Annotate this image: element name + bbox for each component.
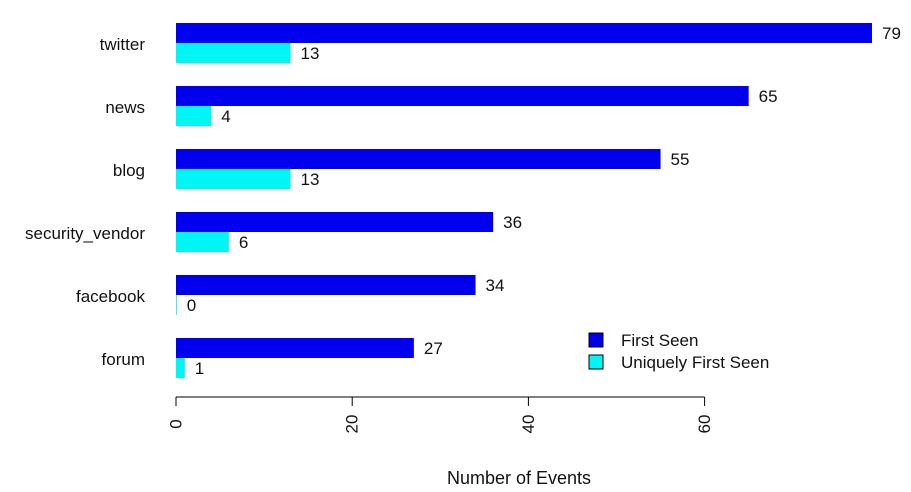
value-label-news-uniquely-first-seen: 4 bbox=[221, 107, 230, 126]
category-label-twitter: twitter bbox=[100, 35, 146, 54]
value-labels-group: 79 13 65 4 55 13 36 6 34 0 27 1 bbox=[187, 24, 901, 378]
x-axis: 0 20 40 60 bbox=[167, 396, 714, 434]
bar-security_vendor-first-seen bbox=[176, 212, 494, 232]
category-label-security_vendor: security_vendor bbox=[25, 224, 145, 243]
value-label-security_vendor-first-seen: 36 bbox=[503, 213, 522, 232]
bars-group bbox=[176, 23, 872, 378]
legend-label-first-seen: First Seen bbox=[621, 331, 698, 350]
value-label-twitter-first-seen: 79 bbox=[882, 24, 901, 43]
bar-forum-uniquely-first-seen bbox=[176, 358, 185, 378]
bar-security_vendor-uniquely-first-seen bbox=[176, 232, 229, 252]
legend: First Seen Uniquely First Seen bbox=[588, 331, 769, 372]
x-axis-title: Number of Events bbox=[447, 468, 591, 488]
legend-swatch-first-seen bbox=[588, 332, 604, 348]
x-tick-label-20: 20 bbox=[343, 415, 362, 434]
bar-facebook-first-seen bbox=[176, 275, 476, 295]
x-tick-label-60: 60 bbox=[695, 415, 714, 434]
value-label-news-first-seen: 65 bbox=[759, 87, 778, 106]
value-label-blog-uniquely-first-seen: 13 bbox=[301, 170, 320, 189]
category-label-forum: forum bbox=[102, 350, 145, 369]
legend-label-uniquely-first-seen: Uniquely First Seen bbox=[621, 353, 769, 372]
value-label-blog-first-seen: 55 bbox=[671, 150, 690, 169]
value-label-forum-first-seen: 27 bbox=[424, 339, 443, 358]
bar-twitter-uniquely-first-seen bbox=[176, 43, 291, 63]
bar-news-first-seen bbox=[176, 86, 749, 106]
value-label-security_vendor-uniquely-first-seen: 6 bbox=[239, 233, 248, 252]
bar-blog-uniquely-first-seen bbox=[176, 169, 291, 189]
value-label-facebook-uniquely-first-seen: 0 bbox=[187, 296, 196, 315]
bar-blog-first-seen bbox=[176, 149, 661, 169]
category-label-facebook: facebook bbox=[76, 287, 145, 306]
x-tick-label-40: 40 bbox=[519, 415, 538, 434]
category-labels-group: twitter news blog security_vendor facebook fo… bbox=[25, 35, 146, 369]
bar-news-uniquely-first-seen bbox=[176, 106, 212, 126]
x-tick-label-0: 0 bbox=[167, 419, 186, 428]
bar-twitter-first-seen bbox=[176, 23, 872, 43]
legend-swatch-uniquely-first-seen bbox=[588, 354, 604, 370]
category-label-blog: blog bbox=[113, 161, 145, 180]
bar-facebook-uniquely-first-seen bbox=[176, 295, 177, 315]
value-label-forum-uniquely-first-seen: 1 bbox=[195, 359, 204, 378]
category-label-news: news bbox=[105, 98, 145, 117]
value-label-twitter-uniquely-first-seen: 13 bbox=[301, 44, 320, 63]
value-label-facebook-first-seen: 34 bbox=[486, 276, 505, 295]
bar-forum-first-seen bbox=[176, 338, 414, 358]
